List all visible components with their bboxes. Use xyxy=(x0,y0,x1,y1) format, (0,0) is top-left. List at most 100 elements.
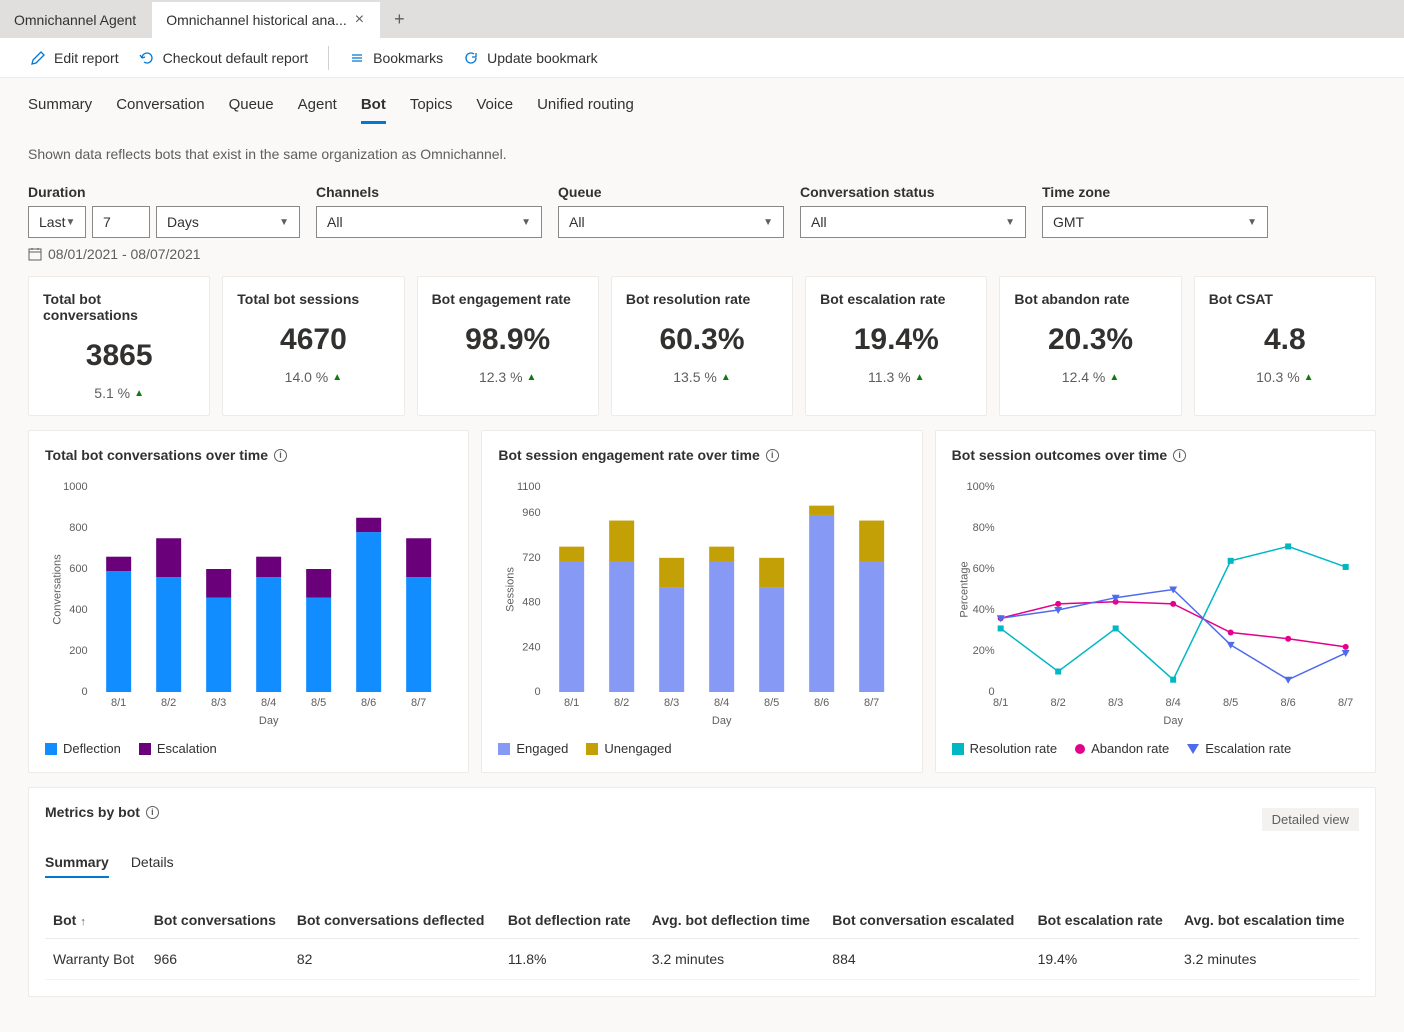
svg-text:0: 0 xyxy=(535,686,541,698)
nav-tab-summary[interactable]: Summary xyxy=(28,92,92,124)
queue-select[interactable]: All▼ xyxy=(558,206,784,238)
legend-swatch xyxy=(498,743,510,755)
edit-report-button[interactable]: Edit report xyxy=(30,50,119,66)
svg-text:8/2: 8/2 xyxy=(161,697,176,709)
info-icon[interactable]: i xyxy=(146,806,159,819)
filter-label: Channels xyxy=(316,184,558,200)
kpi-trend: 10.3 %▲ xyxy=(1209,369,1361,385)
tab-omnichannel-agent[interactable]: Omnichannel Agent xyxy=(0,2,152,38)
kpi-label: Total bot conversations xyxy=(43,291,195,323)
legend-item: Abandon rate xyxy=(1075,741,1169,756)
trend-up-icon: ▲ xyxy=(527,372,537,383)
date-range-text: 08/01/2021 - 08/07/2021 xyxy=(48,246,201,262)
table-header-cell[interactable]: Bot conversations deflected xyxy=(289,902,500,939)
kpi-value: 60.3% xyxy=(626,323,778,357)
chevron-down-icon: ▼ xyxy=(763,217,773,228)
nav-tab-topics[interactable]: Topics xyxy=(410,92,453,124)
nav-tab-voice[interactable]: Voice xyxy=(476,92,513,124)
close-icon[interactable]: × xyxy=(355,12,364,28)
kpi-card: Bot escalation rate 19.4% 11.3 %▲ xyxy=(805,276,987,416)
kpi-row: Total bot conversations 3865 5.1 %▲ Total… xyxy=(28,276,1376,416)
legend-label: Resolution rate xyxy=(970,741,1057,756)
table-header-cell[interactable]: Bot conversations xyxy=(146,902,289,939)
metrics-table: Bot↑Bot conversationsBot conversations d… xyxy=(45,902,1359,980)
sub-tab-details[interactable]: Details xyxy=(131,854,174,878)
svg-text:8/7: 8/7 xyxy=(411,697,426,709)
add-tab-button[interactable]: + xyxy=(380,1,419,38)
legend-label: Engaged xyxy=(516,741,568,756)
legend-swatch xyxy=(586,743,598,755)
kpi-card: Bot resolution rate 60.3% 13.5 %▲ xyxy=(611,276,793,416)
table-header-cell[interactable]: Bot↑ xyxy=(45,902,146,939)
kpi-trend: 5.1 %▲ xyxy=(43,385,195,401)
trend-up-icon: ▲ xyxy=(1304,372,1314,383)
svg-text:40%: 40% xyxy=(972,604,994,616)
update-bookmark-button[interactable]: Update bookmark xyxy=(463,50,598,66)
table-cell: 884 xyxy=(824,939,1029,980)
svg-text:8/2: 8/2 xyxy=(614,697,629,709)
table-row[interactable]: Warranty Bot9668211.8%3.2 minutes88419.4… xyxy=(45,939,1359,980)
kpi-card: Total bot sessions 4670 14.0 %▲ xyxy=(222,276,404,416)
tab-historical-analytics[interactable]: Omnichannel historical ana... × xyxy=(152,2,380,38)
legend-swatch xyxy=(45,743,57,755)
svg-text:8/4: 8/4 xyxy=(714,697,729,709)
chevron-down-icon: ▼ xyxy=(279,217,289,228)
kpi-trend: 13.5 %▲ xyxy=(626,369,778,385)
filter-label: Queue xyxy=(558,184,800,200)
tab-label: Omnichannel historical ana... xyxy=(166,12,347,28)
svg-text:8/3: 8/3 xyxy=(1108,697,1123,709)
svg-text:8/1: 8/1 xyxy=(564,697,579,709)
svg-text:80%: 80% xyxy=(972,522,994,534)
svg-text:8/7: 8/7 xyxy=(864,697,879,709)
table-header-cell[interactable]: Bot conversation escalated xyxy=(824,902,1029,939)
nav-tab-unified-routing[interactable]: Unified routing xyxy=(537,92,634,124)
table-header-cell[interactable]: Bot deflection rate xyxy=(500,902,644,939)
detailed-view-button[interactable]: Detailed view xyxy=(1262,808,1359,831)
svg-text:Sessions: Sessions xyxy=(505,567,517,612)
duration-prefix-select[interactable]: Last▼ xyxy=(28,206,86,238)
sub-tab-summary[interactable]: Summary xyxy=(45,854,109,878)
kpi-trend: 14.0 %▲ xyxy=(237,369,389,385)
legend-item: Deflection xyxy=(45,741,121,756)
kpi-value: 3865 xyxy=(43,339,195,373)
svg-text:Percentage: Percentage xyxy=(958,561,970,617)
table-cell: 11.8% xyxy=(500,939,644,980)
filter-label: Time zone xyxy=(1042,184,1284,200)
filter-queue: Queue All▼ xyxy=(558,184,800,238)
svg-text:8/6: 8/6 xyxy=(1280,697,1295,709)
svg-text:Day: Day xyxy=(1163,715,1183,727)
table-header-cell[interactable]: Bot escalation rate xyxy=(1030,902,1176,939)
svg-text:60%: 60% xyxy=(972,563,994,575)
table-header-cell[interactable]: Avg. bot escalation time xyxy=(1176,902,1359,939)
legend-marker-square xyxy=(952,743,964,755)
svg-text:100%: 100% xyxy=(966,481,994,493)
nav-tab-queue[interactable]: Queue xyxy=(229,92,274,124)
nav-tab-agent[interactable]: Agent xyxy=(298,92,337,124)
checkout-report-button[interactable]: Checkout default report xyxy=(139,50,309,66)
status-select[interactable]: All▼ xyxy=(800,206,1026,238)
filter-label: Conversation status xyxy=(800,184,1042,200)
kpi-value: 98.9% xyxy=(432,323,584,357)
table-header-cell[interactable]: Avg. bot deflection time xyxy=(644,902,825,939)
help-text: Shown data reflects bots that exist in t… xyxy=(28,146,1376,162)
chart-outcomes-over-time: Bot session outcomes over timei 020%40%6… xyxy=(935,430,1376,773)
timezone-select[interactable]: GMT▼ xyxy=(1042,206,1268,238)
chevron-down-icon: ▼ xyxy=(521,217,531,228)
toolbar-label: Edit report xyxy=(54,50,119,66)
kpi-value: 4670 xyxy=(237,323,389,357)
info-icon[interactable]: i xyxy=(766,449,779,462)
calendar-icon xyxy=(28,247,42,261)
toolbar-label: Bookmarks xyxy=(373,50,443,66)
duration-unit-select[interactable]: Days▼ xyxy=(156,206,300,238)
legend-item: Unengaged xyxy=(586,741,671,756)
svg-text:1000: 1000 xyxy=(63,481,87,493)
info-icon[interactable]: i xyxy=(1173,449,1186,462)
charts-row: Total bot conversations over timei 02004… xyxy=(28,430,1376,773)
nav-tab-bot[interactable]: Bot xyxy=(361,92,386,124)
nav-tab-conversation[interactable]: Conversation xyxy=(116,92,204,124)
bookmarks-button[interactable]: Bookmarks xyxy=(349,50,443,66)
duration-value-input[interactable]: 7 xyxy=(92,206,150,238)
channels-select[interactable]: All▼ xyxy=(316,206,542,238)
svg-text:8/4: 8/4 xyxy=(1165,697,1180,709)
info-icon[interactable]: i xyxy=(274,449,287,462)
